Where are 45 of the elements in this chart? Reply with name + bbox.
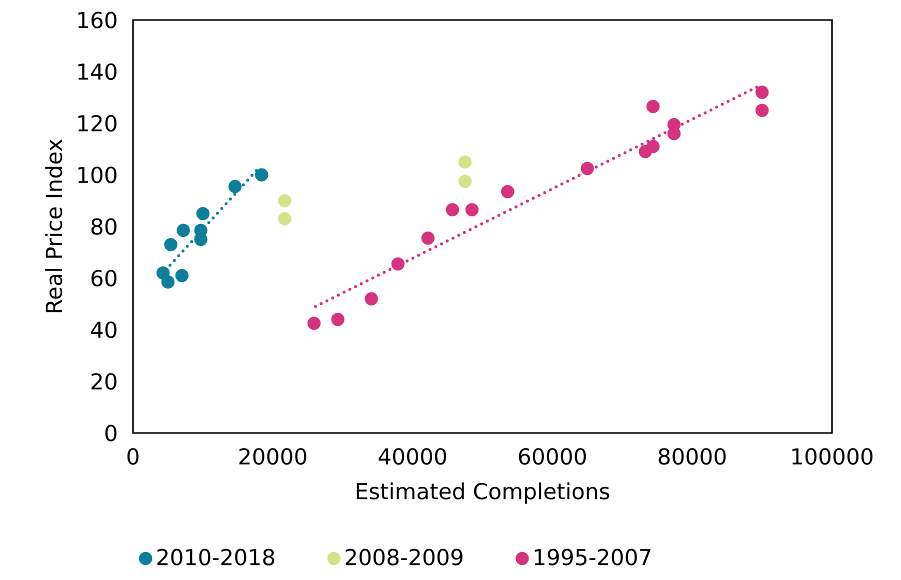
legend-label: 2008-2009 [346,548,462,566]
point [278,212,292,226]
y-tick-label: 160 [78,12,116,28]
x-tick-label: 40000 [378,448,446,465]
y-tick-label: 120 [78,114,116,132]
point [175,268,189,282]
point [580,162,594,176]
point [458,174,472,188]
point [228,180,242,194]
point [307,316,321,330]
point [161,275,175,289]
point [364,292,378,306]
point [255,168,268,182]
point [646,140,660,154]
point [756,104,769,117]
point [465,203,479,216]
y-tick-label: 100 [78,166,116,184]
y-tick-label: 0 [105,424,116,442]
y-tick-label: 80 [91,218,116,235]
x-tick-label: 20000 [239,448,306,465]
y-axis-title: Real Price Index [45,139,62,312]
point [446,203,460,216]
point [646,100,660,114]
x-tick-label: 80000 [658,448,726,465]
y-tick-label: 140 [78,63,116,80]
point [501,185,514,198]
point [196,206,210,220]
legend-label: 1995-2007 [534,548,650,566]
point [421,232,435,245]
point [756,86,769,99]
y-tick-label: 20 [92,373,116,390]
y-tick-label: 60 [91,270,116,286]
point [176,224,190,237]
x-tick-label: 100000 [792,448,872,465]
point [458,155,472,169]
point [278,194,292,208]
point [194,232,208,246]
legend-label: 2010-2018 [157,548,274,566]
y-tick-label: 40 [91,321,116,338]
x-axis-title: Estimated Completions [356,482,610,504]
point [331,312,344,326]
point [164,238,178,252]
point [391,257,405,271]
x-tick-label: 0 [127,448,139,465]
x-tick-label: 60000 [518,448,586,465]
